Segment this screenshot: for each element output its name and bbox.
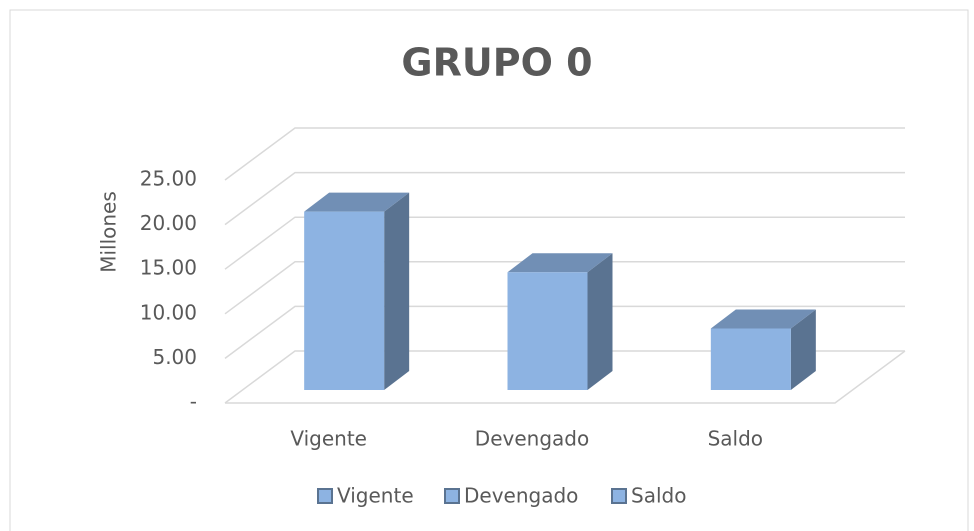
y-axis-label: Millones	[97, 191, 121, 273]
chart-title: GRUPO 0	[401, 41, 592, 85]
x-tick-label: Saldo	[708, 427, 763, 451]
bar-top	[507, 253, 613, 273]
grid-line	[224, 171, 905, 226]
bar-side	[384, 192, 410, 390]
legend-swatch	[317, 488, 333, 504]
y-tick-label: 25.00	[140, 167, 197, 191]
legend-label: Saldo	[631, 484, 686, 508]
chart-border	[9, 9, 969, 531]
bar-top	[710, 309, 816, 329]
bar	[710, 309, 816, 390]
y-tick-label: 20.00	[140, 211, 197, 235]
grid-line	[224, 261, 905, 315]
bar-front	[710, 328, 791, 390]
bar-front	[304, 211, 385, 390]
bar-side	[587, 253, 613, 390]
legend-label: Devengado	[464, 484, 578, 508]
y-tick-label: -	[190, 390, 197, 414]
legend-swatch	[444, 488, 460, 504]
grid-line	[224, 127, 905, 181]
grid-line	[224, 216, 905, 270]
bar	[507, 253, 613, 390]
bar	[304, 192, 410, 390]
floor-edge	[225, 350, 906, 404]
grid-line	[224, 305, 905, 360]
grid-line	[224, 350, 905, 404]
y-tick-label: 5.00	[152, 345, 197, 369]
x-tick-label: Vigente	[290, 427, 367, 451]
legend-swatch	[611, 488, 627, 504]
y-tick-label: 10.00	[140, 300, 197, 324]
bar-top	[304, 192, 410, 212]
y-tick-label: 15.00	[140, 256, 197, 280]
bar-front	[507, 272, 588, 390]
bar-side	[790, 309, 816, 390]
x-tick-label: Devengado	[475, 427, 589, 451]
legend-label: Vigente	[337, 484, 414, 508]
